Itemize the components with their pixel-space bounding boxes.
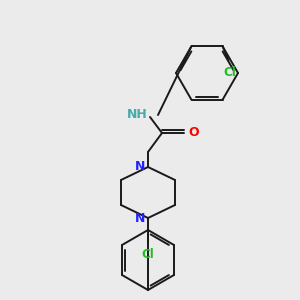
Text: NH: NH (127, 109, 148, 122)
Text: N: N (135, 160, 145, 172)
Text: N: N (135, 212, 145, 226)
Text: O: O (188, 127, 199, 140)
Text: Cl: Cl (223, 66, 236, 79)
Text: Cl: Cl (142, 248, 154, 261)
